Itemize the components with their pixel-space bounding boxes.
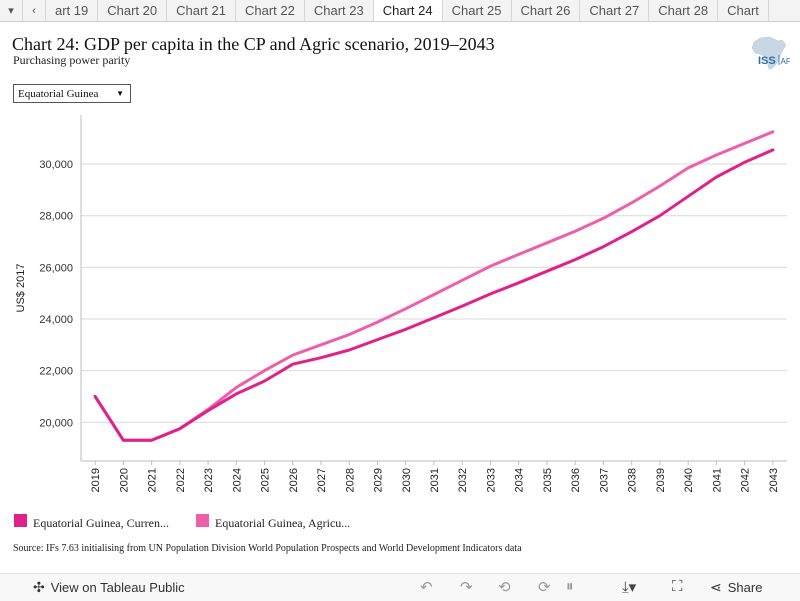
y-tick-label: 22,000: [39, 366, 73, 378]
tab-chart-22[interactable]: Chart 22: [236, 0, 305, 21]
redo-icon[interactable]: ↷: [460, 579, 473, 596]
x-tick-label: 2028: [344, 468, 356, 492]
download-icon[interactable]: ⤓▾: [622, 579, 637, 596]
country-select[interactable]: Equatorial Guinea ▼: [13, 84, 131, 103]
x-tick-label: 2020: [118, 468, 130, 492]
x-tick-label: 2022: [175, 468, 187, 492]
tableau-icon: ✣: [33, 579, 45, 595]
caret-down-icon: ▼: [116, 89, 124, 98]
legend-swatch: [14, 514, 27, 527]
undo-icon[interactable]: ↶: [420, 579, 433, 596]
x-tick-label: 2040: [683, 468, 695, 492]
tab-bar: ▾ ‹ art 19 Chart 20 Chart 21 Chart 22 Chart …: [0, 0, 800, 22]
tab-chart-26[interactable]: Chart 26: [512, 0, 581, 21]
source-note: Source: IFs 7.63 initialising from UN Po…: [13, 543, 522, 554]
chart-title: Chart 24: GDP per capita in the CP and A…: [12, 34, 495, 54]
x-tick-label: 2042: [740, 468, 752, 492]
y-tick-label: 30,000: [39, 159, 73, 171]
legend-swatch: [196, 514, 209, 527]
legend-item[interactable]: Equatorial Guinea, Curren...: [14, 510, 186, 531]
refresh-icon[interactable]: ⟳: [538, 579, 551, 596]
x-tick-label: 2019: [90, 468, 102, 492]
y-tick-label: 20,000: [39, 417, 73, 429]
fullscreen-icon[interactable]: ⛶: [672, 578, 683, 595]
tab-chart[interactable]: Chart: [718, 0, 769, 21]
x-tick-label: 2027: [316, 468, 328, 492]
tab-chart-25[interactable]: Chart 25: [443, 0, 512, 21]
tab-chart-23[interactable]: Chart 23: [305, 0, 374, 21]
tab-chart-20[interactable]: Chart 20: [98, 0, 168, 21]
share-icon: ⋖: [710, 579, 722, 595]
x-tick-label: 2033: [485, 468, 497, 492]
share-button[interactable]: ⋖ Share: [710, 579, 762, 596]
x-tick-label: 2026: [288, 468, 300, 492]
share-label: Share: [727, 580, 763, 595]
series-line-0: [93, 148, 775, 442]
x-tick-label: 2039: [655, 468, 667, 492]
x-tick-label: 2029: [373, 468, 385, 492]
legend-label: Equatorial Guinea, Agricu...: [215, 516, 351, 530]
logo-text-secondary: AFI: [781, 57, 791, 66]
iss-africa-logo: ISS AFI: [751, 36, 791, 70]
view-on-tableau-link[interactable]: ✣ View on Tableau Public: [33, 579, 185, 596]
x-tick-label: 2024: [231, 468, 243, 492]
x-tick-label: 2038: [627, 468, 639, 492]
country-select-value: Equatorial Guinea: [18, 87, 99, 100]
x-tick-label: 2030: [401, 468, 413, 492]
tab-art-19[interactable]: art 19: [46, 0, 99, 21]
x-tick-label: 2021: [147, 468, 159, 492]
x-tick-label: 2035: [542, 468, 554, 492]
y-tick-label: 26,000: [39, 262, 73, 274]
caret-down-icon[interactable]: ▾: [0, 0, 23, 21]
x-tick-label: 2043: [768, 468, 780, 492]
pause-icon[interactable]: ⏸: [566, 578, 574, 595]
tab-chart-28[interactable]: Chart 28: [649, 0, 719, 21]
x-tick-label: 2032: [457, 468, 469, 492]
legend-item[interactable]: Equatorial Guinea, Agricu...: [196, 510, 368, 531]
chart-subtitle: Purchasing power parity: [13, 53, 131, 67]
tableau-footer: ✣ View on Tableau Public ↶ ↷ ⟲ ⟳ ⏸ ⤓▾ ⛶ …: [0, 573, 800, 601]
x-tick-label: 2023: [203, 468, 215, 492]
line-chart: 20,000 22,000 24,000 26,000 28,000 30,000 US$ …: [15, 115, 787, 492]
chevron-left-icon[interactable]: ‹: [23, 0, 46, 21]
chart-legend: Equatorial Guinea, Curren... Equatorial G…: [14, 510, 368, 531]
x-tick-label: 2031: [429, 468, 441, 492]
y-tick-label: 24,000: [39, 314, 73, 326]
tab-chart-27[interactable]: Chart 27: [580, 0, 650, 21]
series-line-1: [93, 130, 775, 442]
y-tick-label: 28,000: [39, 211, 73, 223]
x-tick-label: 2037: [598, 468, 610, 492]
x-tick-label: 2036: [570, 468, 582, 492]
sheet-tabs: art 19 Chart 20 Chart 21 Chart 22 Chart 23 Ch…: [46, 0, 800, 21]
view-on-tableau-label: View on Tableau Public: [50, 580, 185, 595]
legend-label: Equatorial Guinea, Curren...: [33, 516, 169, 530]
tab-chart-24[interactable]: Chart 24: [373, 0, 443, 21]
tab-chart-21[interactable]: Chart 21: [167, 0, 236, 21]
x-tick-label: 2025: [260, 468, 272, 492]
revert-icon[interactable]: ⟲: [498, 579, 511, 596]
y-axis-title: US$ 2017: [15, 264, 27, 313]
x-tick-label: 2034: [514, 468, 526, 492]
logo-text: ISS: [758, 55, 776, 67]
x-tick-label: 2041: [711, 468, 723, 492]
